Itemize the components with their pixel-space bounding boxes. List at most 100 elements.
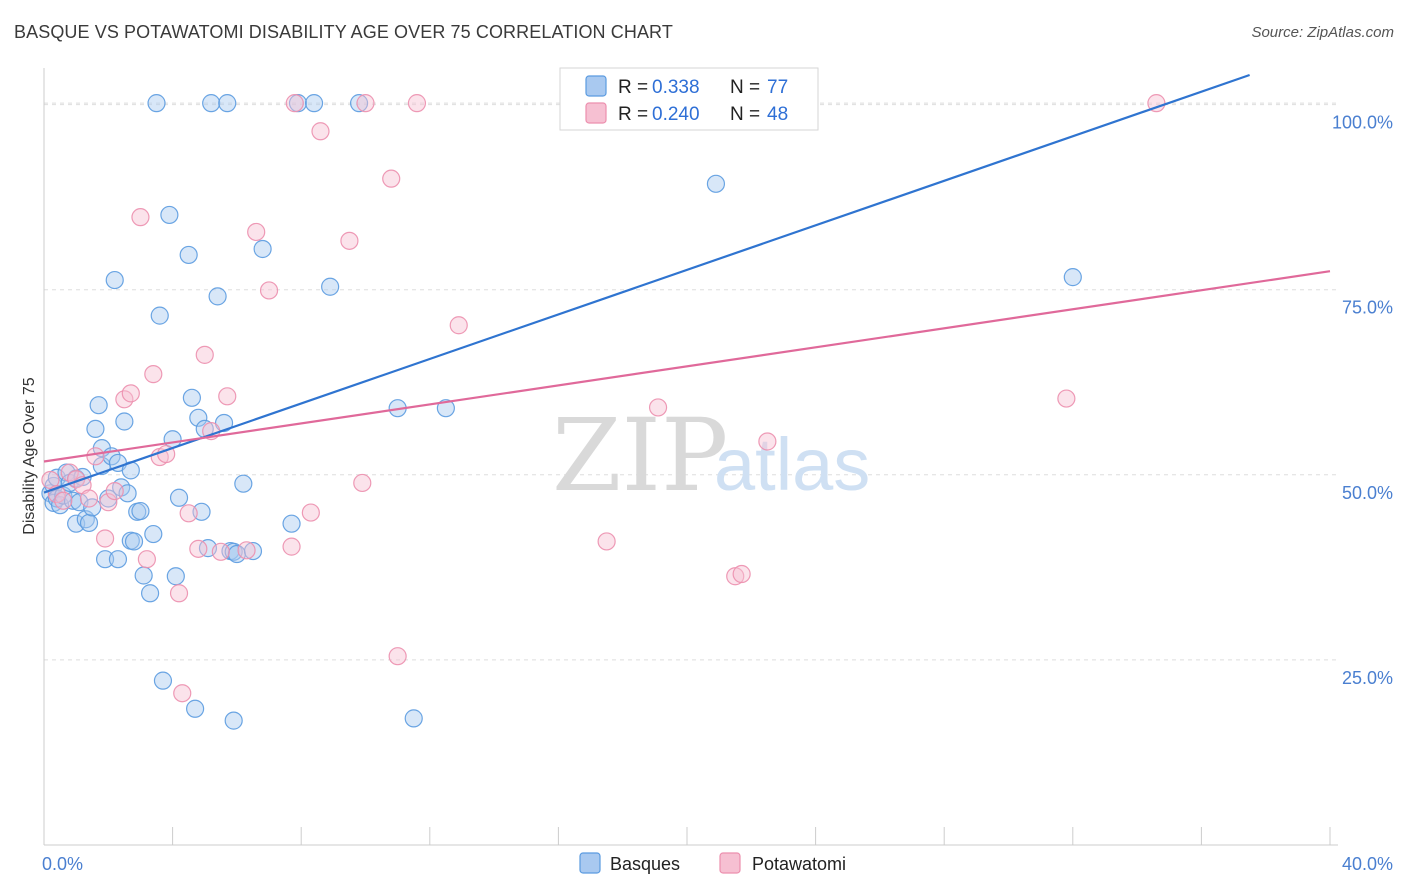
y-tick-label: 100.0% — [1332, 113, 1393, 133]
y-tick-label: 50.0% — [1342, 483, 1393, 503]
potawatomi-point — [211, 542, 230, 561]
watermark-zip: ZIP — [552, 397, 728, 514]
legend-r-value-potawatomi: 0.240 — [652, 104, 700, 125]
potawatomi-point — [282, 537, 301, 556]
basques-point — [214, 413, 234, 433]
source-label: Source: ZipAtlas.com — [1251, 24, 1394, 41]
potawatomi-point — [173, 684, 192, 703]
basques-point — [79, 513, 99, 533]
basques-point — [404, 709, 423, 728]
bottom-legend-label-potawatomi: Potawatomi — [752, 854, 846, 874]
basques-point — [186, 699, 205, 718]
potawatomi-point — [407, 94, 427, 113]
legend-swatch-basques — [585, 75, 607, 97]
legend-n-label-potawatomi: N = — [730, 104, 760, 125]
potawatomi-point — [356, 94, 375, 113]
basques-point — [95, 550, 115, 569]
potawatomi-point — [79, 489, 99, 508]
basques-point — [115, 412, 134, 431]
basques-point — [234, 474, 253, 493]
legend-n-label-basques: N = — [730, 77, 760, 98]
trend-line-potawatomi — [43, 270, 1331, 463]
basques-point — [150, 306, 169, 325]
potawatomi-point — [311, 122, 330, 141]
potawatomi-point — [131, 208, 150, 227]
legend-n-value-basques: 77 — [767, 77, 788, 98]
potawatomi-point — [1147, 94, 1166, 113]
potawatomi-point — [449, 316, 468, 335]
basques-point — [182, 388, 201, 407]
basques-point — [243, 541, 263, 561]
basques-point — [108, 550, 128, 569]
potawatomi-point — [95, 529, 115, 548]
y-tick-label: 25.0% — [1342, 668, 1393, 688]
basques-point — [124, 532, 144, 551]
x-ticks: 0.0% 40.0% — [42, 854, 1393, 874]
basques-point — [105, 270, 124, 290]
basques-point — [144, 524, 163, 544]
potawatomi-point — [121, 384, 140, 403]
bottom-legend-swatch-basques — [579, 852, 601, 874]
legend-swatch-potawatomi — [585, 102, 607, 124]
potawatomi-point — [105, 481, 124, 501]
grid-lines — [44, 102, 1340, 661]
potawatomi-point — [169, 584, 189, 603]
legend-r-value-basques: 0.338 — [652, 77, 700, 98]
potawatomi-point — [259, 281, 279, 300]
potawatomi-point — [195, 345, 214, 364]
potawatomi-point — [648, 398, 668, 417]
basques-point — [134, 566, 153, 585]
potawatomi-point — [388, 647, 407, 666]
potawatomi-point — [237, 541, 256, 560]
potawatomi-point — [340, 231, 359, 250]
basques-point — [166, 567, 185, 586]
potawatomi-point — [99, 493, 118, 512]
potawatomi-point — [285, 94, 304, 113]
bottom-legend: Basques Potawatomi — [579, 852, 846, 874]
basques-point — [89, 396, 108, 415]
basques-point — [349, 94, 369, 113]
potawatomi-point — [758, 432, 777, 451]
x-tick-label: 40.0% — [1342, 854, 1393, 874]
basques-point — [202, 94, 221, 113]
basques-point — [282, 514, 301, 533]
potawatomi-point — [189, 539, 208, 558]
trend-lines — [43, 73, 1331, 494]
legend-r-label-potawatomi: R = — [618, 104, 648, 125]
basques-point — [436, 399, 455, 418]
trend-line-basques — [43, 73, 1250, 494]
legend-n-value-potawatomi: 48 — [767, 104, 788, 125]
basques-point — [147, 94, 166, 113]
basques-point — [67, 514, 86, 533]
basques-point — [63, 491, 83, 510]
basques-point — [86, 419, 105, 439]
potawatomi-point — [597, 532, 616, 551]
potawatomi-point — [353, 473, 372, 493]
basques-point — [189, 408, 208, 427]
basques-point — [706, 174, 726, 193]
potawatomi-point — [218, 387, 237, 406]
basques-point — [321, 277, 340, 296]
basques-point — [1063, 268, 1082, 287]
axes — [43, 68, 1338, 846]
legend: R = 0.338 N = 77 R = 0.240 N = 48 — [559, 67, 819, 131]
watermark: ZIP atlas — [552, 397, 870, 514]
basques-point — [253, 239, 272, 259]
bottom-legend-label-basques: Basques — [610, 854, 680, 874]
basques-point — [169, 488, 189, 507]
bottom-legend-swatch-potawatomi — [719, 852, 741, 874]
basques-point — [208, 287, 227, 306]
basques-point — [153, 671, 173, 690]
chart-title: BASQUE VS POTAWATOMI DISABILITY AGE OVER… — [14, 22, 673, 42]
y-tick-label: 75.0% — [1342, 298, 1393, 318]
potawatomi-point — [301, 503, 320, 522]
potawatomi-point — [54, 491, 73, 510]
potawatomi-point — [86, 447, 105, 466]
basques-point — [160, 205, 179, 225]
potawatomi-point — [732, 564, 751, 584]
potawatomi-point — [247, 222, 266, 242]
basques-point — [304, 94, 324, 113]
watermark-atlas: atlas — [714, 423, 870, 506]
potawatomi-point — [144, 365, 163, 384]
